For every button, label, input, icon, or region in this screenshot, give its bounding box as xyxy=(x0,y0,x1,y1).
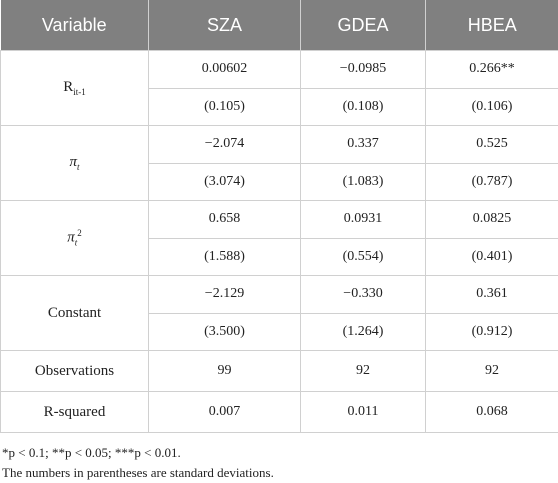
variable-subscript: it-1 xyxy=(73,87,86,97)
footnote: *p < 0.1; **p < 0.05; ***p < 0.01. xyxy=(2,443,558,463)
variable-cell: πt xyxy=(1,126,149,201)
coefficient-cell: 0.011 xyxy=(301,392,426,433)
header-cell: Variable xyxy=(1,0,149,51)
error-cell: (0.401) xyxy=(426,238,558,276)
error-cell: (1.588) xyxy=(149,238,301,276)
error-cell: (1.083) xyxy=(301,163,426,201)
coefficient-cell: −0.330 xyxy=(301,276,426,314)
coefficient-cell: 92 xyxy=(301,351,426,392)
coefficient-cell: −2.074 xyxy=(149,126,301,164)
coefficient-cell: −0.0985 xyxy=(301,51,426,89)
footnote: The numbers in parentheses are standard … xyxy=(2,463,558,483)
error-cell: (0.108) xyxy=(301,88,426,126)
error-cell: (3.500) xyxy=(149,313,301,351)
header-cell: SZA xyxy=(149,0,301,51)
variable-name: Observations xyxy=(35,363,114,379)
coefficient-cell: 0.0825 xyxy=(426,201,558,239)
coefficient-cell: 0.0931 xyxy=(301,201,426,239)
error-cell: (0.787) xyxy=(426,163,558,201)
coefficient-cell: 0.266** xyxy=(426,51,558,89)
variable-cell: Constant xyxy=(1,276,149,351)
variable-cell: R-squared xyxy=(1,392,149,433)
coefficient-cell: 92 xyxy=(426,351,558,392)
variable-subscript: t xyxy=(75,238,78,248)
variable-name: Constant xyxy=(48,305,101,321)
coefficient-cell: 0.525 xyxy=(426,126,558,164)
error-cell: (1.264) xyxy=(301,313,426,351)
variable-cell: Rit-1 xyxy=(1,51,149,126)
header-cell: GDEA xyxy=(301,0,426,51)
error-cell: (0.554) xyxy=(301,238,426,276)
error-cell: (0.105) xyxy=(149,88,301,126)
header-cell: HBEA xyxy=(426,0,558,51)
coefficient-cell: −2.129 xyxy=(149,276,301,314)
variable-name: π xyxy=(67,230,75,246)
variable-subscript: t xyxy=(77,162,80,172)
variable-cell: πt2 xyxy=(1,201,149,276)
coefficient-cell: 0.00602 xyxy=(149,51,301,89)
coefficient-cell: 0.337 xyxy=(301,126,426,164)
error-cell: (0.912) xyxy=(426,313,558,351)
variable-name: π xyxy=(69,154,77,170)
coefficient-cell: 0.361 xyxy=(426,276,558,314)
coefficient-cell: 0.658 xyxy=(149,201,301,239)
footnotes: *p < 0.1; **p < 0.05; ***p < 0.01.The nu… xyxy=(0,443,558,483)
variable-cell: Observations xyxy=(1,351,149,392)
error-cell: (3.074) xyxy=(149,163,301,201)
coefficient-cell: 99 xyxy=(149,351,301,392)
variable-superscript: 2 xyxy=(77,228,82,238)
variable-name: R xyxy=(63,79,73,95)
variable-name: R-squared xyxy=(44,404,106,420)
error-cell: (0.106) xyxy=(426,88,558,126)
coefficient-cell: 0.068 xyxy=(426,392,558,433)
coefficient-cell: 0.007 xyxy=(149,392,301,433)
